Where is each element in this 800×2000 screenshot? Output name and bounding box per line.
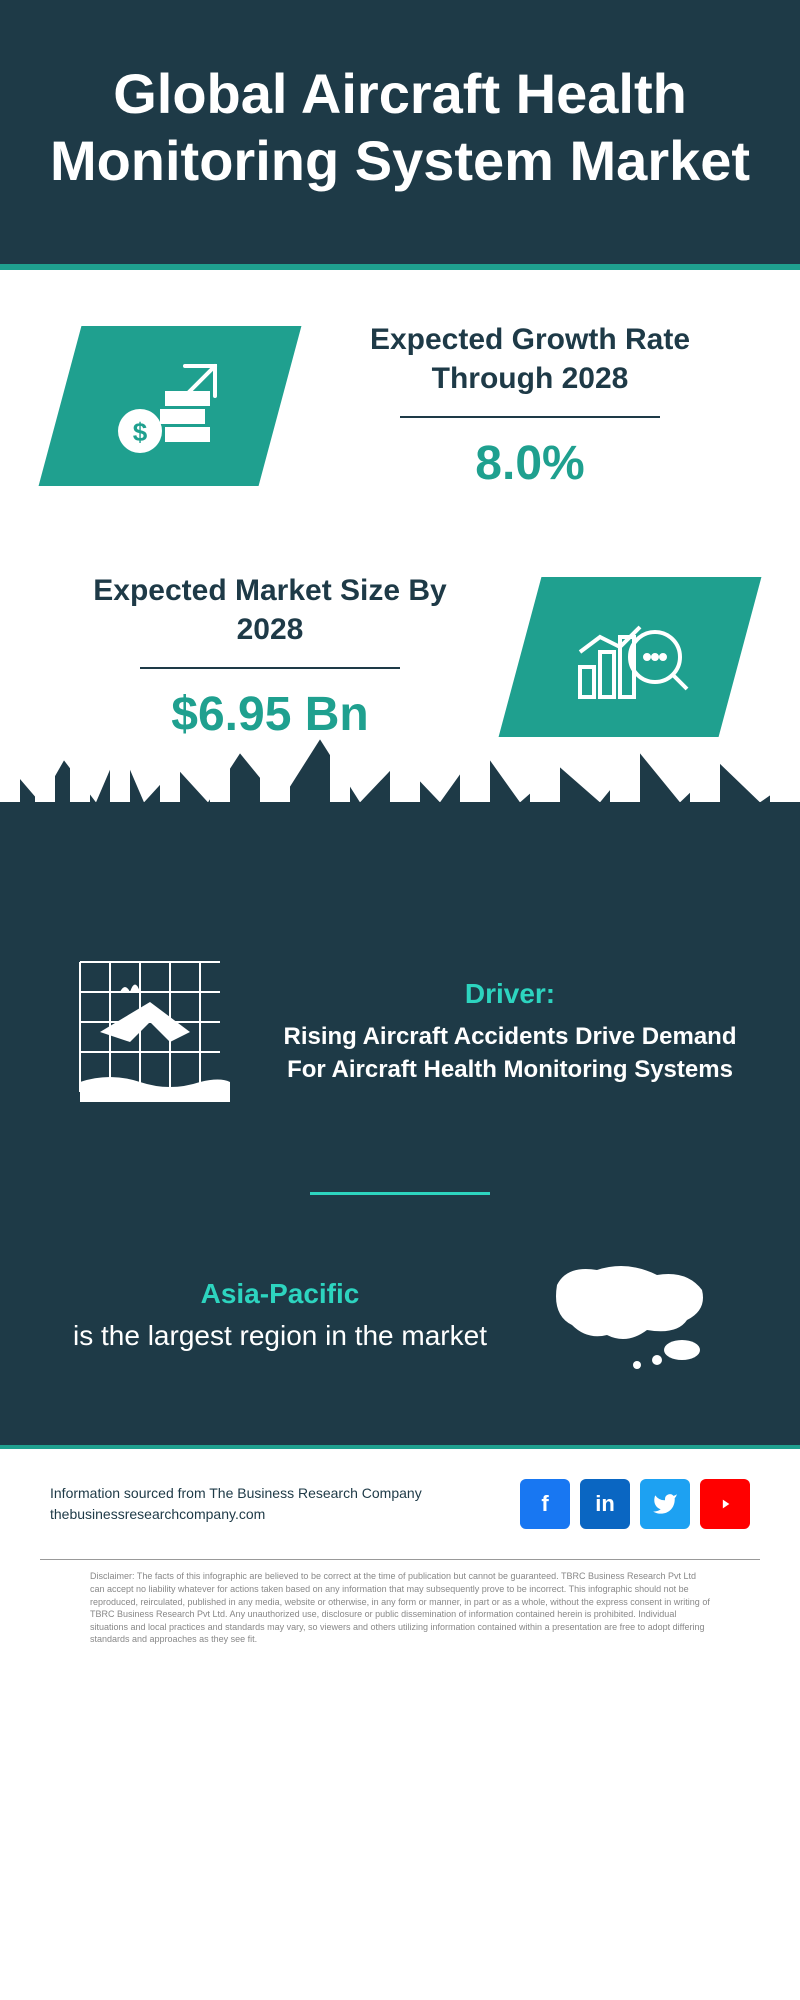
- growth-rate-label: Expected Growth Rate Through 2028: [320, 320, 740, 398]
- driver-description: Rising Aircraft Accidents Drive Demand F…: [280, 1020, 740, 1087]
- aircraft-accident-icon: [60, 942, 240, 1122]
- linkedin-icon[interactable]: in: [580, 1479, 630, 1529]
- source-url: thebusinessresearchcompany.com: [50, 1504, 422, 1525]
- section-divider: [310, 1192, 490, 1195]
- region-description: is the largest region in the market: [73, 1320, 487, 1351]
- market-size-value: $6.95 Bn: [60, 687, 480, 742]
- header-banner: Global Aircraft Health Monitoring System…: [0, 0, 800, 264]
- driver-label: Driver:: [280, 978, 740, 1010]
- analytics-icon: [499, 577, 762, 737]
- divider: [140, 667, 400, 669]
- source-attribution: Information sourced from The Business Re…: [50, 1483, 422, 1504]
- growth-rate-value: 8.0%: [320, 436, 740, 491]
- dark-section: Driver: Rising Aircraft Accidents Drive …: [0, 942, 800, 1445]
- region-statement: Asia-Pacific is the largest region in th…: [73, 1273, 487, 1357]
- market-size-stat: Expected Market Size By 2028 $6.95 Bn: [0, 521, 800, 772]
- asia-map-icon: [527, 1245, 727, 1385]
- page-title: Global Aircraft Health Monitoring System…: [40, 60, 760, 194]
- svg-text:$: $: [133, 417, 148, 447]
- money-growth-icon: $: [39, 326, 302, 486]
- facebook-icon[interactable]: f: [520, 1479, 570, 1529]
- region-name: Asia-Pacific: [201, 1278, 360, 1309]
- social-links: f in: [520, 1479, 750, 1529]
- market-size-label: Expected Market Size By 2028: [60, 571, 480, 649]
- twitter-icon[interactable]: [640, 1479, 690, 1529]
- divider: [400, 416, 660, 418]
- youtube-icon[interactable]: [700, 1479, 750, 1529]
- disclaimer-text: Disclaimer: The facts of this infographi…: [40, 1559, 760, 1666]
- footer: Information sourced from The Business Re…: [0, 1445, 800, 1559]
- growth-rate-stat: $ Expected Growth Rate Through 2028 8.0%: [0, 270, 800, 521]
- skyline-graphic: [0, 802, 800, 942]
